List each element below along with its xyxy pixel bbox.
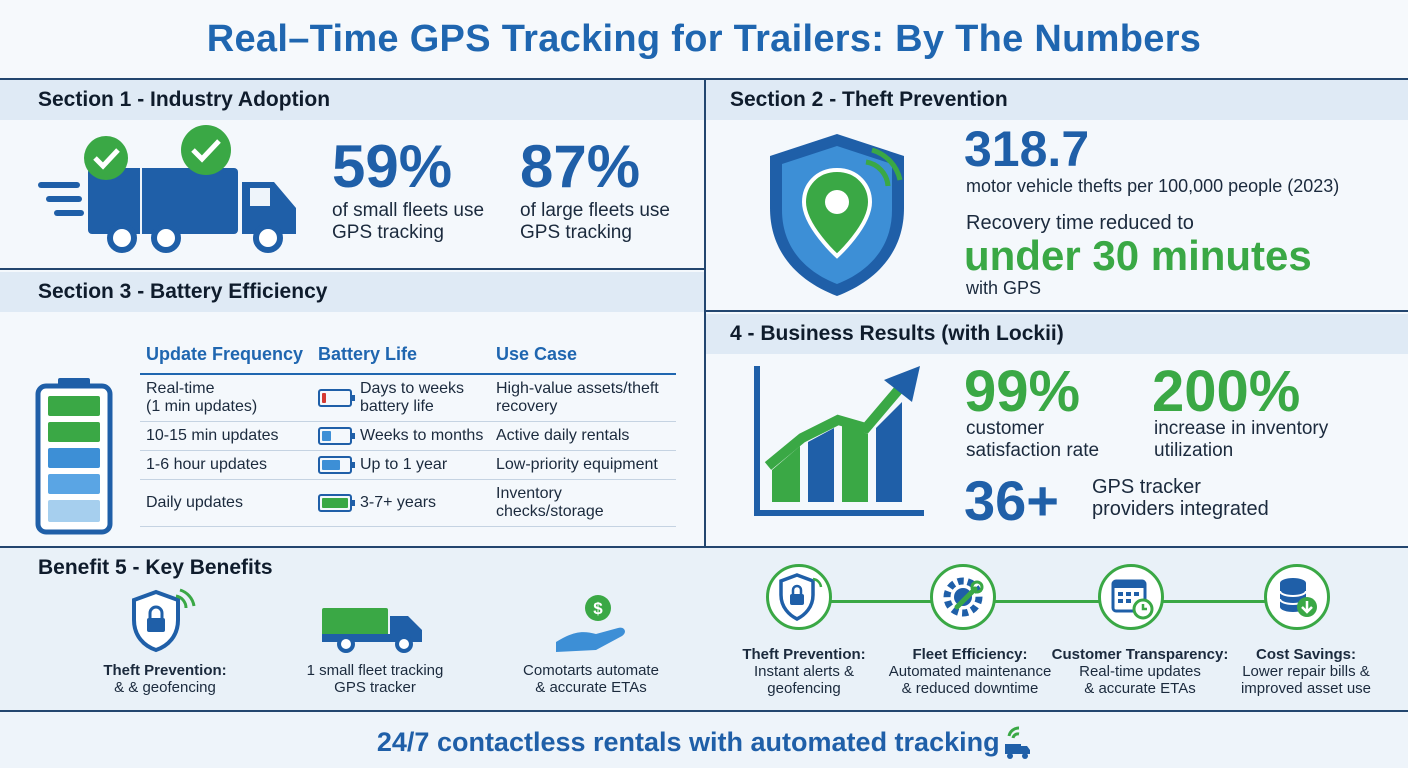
use-cell: Inventory checks/storage (490, 479, 676, 527)
battery-level-icon (318, 494, 355, 512)
shield-location-icon (770, 134, 904, 296)
utilization-value: 200% (1152, 359, 1301, 424)
gear-wrench-icon (943, 577, 984, 617)
benefit-label: Customer Transparency: Real-time updates… (1051, 646, 1229, 697)
divider (0, 710, 1408, 712)
utilization-label: increase in inventory utilization (1154, 418, 1329, 461)
freq-cell: Real-time (1 min updates) (140, 374, 312, 422)
table-row: Daily updates 3-7+ years Inventory checks/… (140, 479, 676, 527)
freq-cell: Daily updates (140, 479, 312, 527)
use-cell: Low-priority equipment (490, 450, 676, 480)
section-industry-adoption: Section 1 - Industry Adoption 59% of sma… (0, 80, 704, 268)
stat-large-fleets-value: 87% (520, 133, 641, 200)
benefit-label: Fleet Efficiency: Automated maintenance … (888, 646, 1052, 697)
column-header: Battery Life (312, 340, 490, 375)
stat-small-fleets-value: 59% (332, 133, 453, 200)
battery-icon (35, 378, 113, 535)
growth-chart-icon (754, 366, 924, 516)
section-theft-prevention: Section 2 - Theft Prevention 318.7 motor… (706, 80, 1408, 310)
svg-text:$: $ (593, 599, 603, 618)
life-cell: 3-7+ years (312, 479, 490, 527)
recovery-label: Recovery time reduced to (966, 212, 1194, 234)
freq-cell: 10-15 min updates (140, 421, 312, 451)
section-header: Benefit 5 - Key Benefits (38, 556, 273, 579)
section-key-benefits: Benefit 5 - Key Benefits Theft Preventio… (0, 548, 1408, 710)
divider (0, 546, 1408, 548)
hand-dollar-icon: $ (556, 595, 625, 652)
benefit-icon-circle (1264, 564, 1330, 630)
providers-value: 36+ (964, 469, 1059, 532)
divider (0, 268, 704, 270)
benefit-label: 1 small fleet tracking GPS tracker (306, 662, 444, 696)
benefit-icon-circle (1098, 564, 1164, 630)
section-header: 4 - Business Results (with Lockii) (706, 314, 1408, 354)
satisfaction-value: 99% (964, 359, 1081, 424)
section-business-results: 4 - Business Results (with Lockii) 99% c… (706, 312, 1408, 546)
life-cell: Days to weeks battery life (312, 374, 490, 422)
connector-line (830, 600, 1270, 603)
divider (704, 78, 706, 546)
benefit-label: Comotarts automate & accurate ETAs (523, 662, 659, 696)
benefit-label: Theft Prevention: Instant alerts & geofe… (742, 646, 866, 697)
truck-icon (38, 125, 296, 253)
freq-cell: 1-6 hour updates (140, 450, 312, 480)
section-header: Section 2 - Theft Prevention (706, 80, 1408, 120)
thefts-value: 318.7 (964, 121, 1090, 177)
life-cell: Up to 1 year (312, 450, 490, 480)
battery-level-icon (318, 389, 355, 407)
footer-tagline: 24/7 contactless rentals with automated … (0, 712, 1408, 768)
benefit-icon-circle (930, 564, 996, 630)
column-header: Use Case (490, 340, 676, 375)
shield-lock-icon (132, 588, 196, 653)
benefit-label: Theft Prevention: & & geofencing (103, 662, 227, 696)
truck-icon (322, 608, 422, 653)
battery-level-icon (318, 427, 355, 445)
shield-lock-icon (779, 573, 823, 621)
section-header: Section 1 - Industry Adoption (0, 80, 704, 120)
providers-label: GPS tracker providers integrated (1092, 476, 1269, 520)
benefit-label: Cost Savings: Lower repair bills & impro… (1240, 646, 1372, 697)
life-cell: Weeks to months (312, 421, 490, 451)
calendar-clock-icon (1111, 579, 1154, 620)
page-title: Real–Time GPS Tracking for Trailers: By … (0, 0, 1408, 78)
table-row: 10-15 min updates Weeks to months Active d… (140, 421, 676, 451)
use-cell: High-value assets/theft recovery (490, 374, 676, 422)
stat-large-fleets-label: of large fleets use GPS tracking (520, 200, 670, 243)
coins-arrow-icon (1279, 578, 1317, 617)
column-header: Update Frequency (140, 340, 312, 375)
battery-level-icon (318, 456, 355, 474)
battery-table: Update Frequency Battery Life Use Case R… (140, 340, 676, 527)
stat-small-fleets-label: of small fleets use GPS tracking (332, 200, 485, 243)
thefts-label: motor vehicle thefts per 100,000 people … (966, 176, 1340, 196)
divider (704, 310, 1408, 312)
benefit-icon-circle (766, 564, 832, 630)
table-row: Real-time (1 min updates) Days to weeks bat… (140, 374, 676, 422)
use-cell: Active daily rentals (490, 421, 676, 451)
section-header: Section 3 - Battery Efficiency (0, 272, 704, 312)
table-row: 1-6 hour updates Up to 1 year Low-priority… (140, 450, 676, 480)
satisfaction-label: customer satisfaction rate (966, 418, 1100, 461)
recovery-suffix: with GPS (966, 278, 1042, 298)
recovery-value: under 30 minutes (964, 232, 1312, 279)
tracking-truck-icon (1005, 726, 1031, 759)
